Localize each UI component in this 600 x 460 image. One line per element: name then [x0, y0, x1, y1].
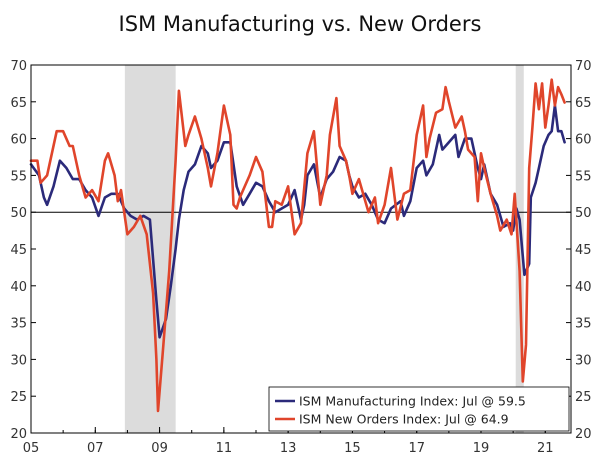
recession-shading-group — [124, 65, 524, 433]
right-tick-label: 45 — [575, 243, 592, 258]
recession-band-0 — [124, 65, 176, 433]
new-orders-index-line — [29, 78, 566, 413]
right-tick-label: 20 — [575, 427, 592, 442]
x-tick-label: 05 — [23, 441, 40, 456]
left-tick-label: 25 — [10, 390, 27, 405]
left-tick-label: 30 — [10, 353, 27, 368]
left-tick-label: 45 — [10, 243, 27, 258]
right-tick-label: 55 — [575, 169, 592, 184]
series-group — [29, 78, 566, 413]
x-tick-label: 15 — [344, 441, 361, 456]
legend-label-manufacturing: ISM Manufacturing Index: Jul @ 59.5 — [299, 394, 526, 409]
right-tick-label: 65 — [575, 96, 592, 111]
left-tick-label: 60 — [10, 133, 27, 148]
right-tick-label: 40 — [575, 280, 592, 295]
legend-box — [268, 386, 570, 432]
x-tick-label: 07 — [87, 441, 104, 456]
x-tick-label: 13 — [280, 441, 297, 456]
right-tick-label: 35 — [575, 317, 592, 332]
plot-frame — [30, 64, 572, 434]
right-tick-label: 60 — [575, 133, 592, 148]
left-tick-label: 35 — [10, 317, 27, 332]
x-tick-label: 21 — [537, 441, 554, 456]
x-tick-label: 09 — [151, 441, 168, 456]
right-tick-label: 50 — [575, 206, 592, 221]
recession-band-1 — [515, 65, 524, 433]
x-tick-label: 19 — [473, 441, 490, 456]
manufacturing-index-line — [29, 104, 566, 339]
legend: ISM Manufacturing Index: Jul @ 59.5 ISM … — [268, 386, 570, 432]
x-tick-label: 11 — [216, 441, 233, 456]
right-tick-label: 30 — [575, 353, 592, 368]
right-tick-label: 25 — [575, 390, 592, 405]
left-tick-label: 50 — [10, 206, 27, 221]
left-tick-label: 55 — [10, 169, 27, 184]
left-tick-label: 70 — [10, 59, 27, 74]
chart-title: ISM Manufacturing vs. New Orders — [118, 12, 482, 36]
x-tick-label: 17 — [408, 441, 425, 456]
left-tick-label: 65 — [10, 96, 27, 111]
right-axis-ticks: 20 25 30 35 40 45 50 55 60 65 70 — [566, 59, 592, 442]
left-tick-label: 20 — [10, 427, 27, 442]
x-axis-ticks: 05 07 09 11 13 15 17 19 21 — [23, 427, 554, 456]
legend-label-new-orders: ISM New Orders Index: Jul @ 64.9 — [299, 412, 509, 427]
right-tick-label: 70 — [575, 59, 592, 74]
left-tick-label: 40 — [10, 280, 27, 295]
left-axis-ticks: 20 25 30 35 40 45 50 55 60 65 70 — [10, 59, 36, 442]
